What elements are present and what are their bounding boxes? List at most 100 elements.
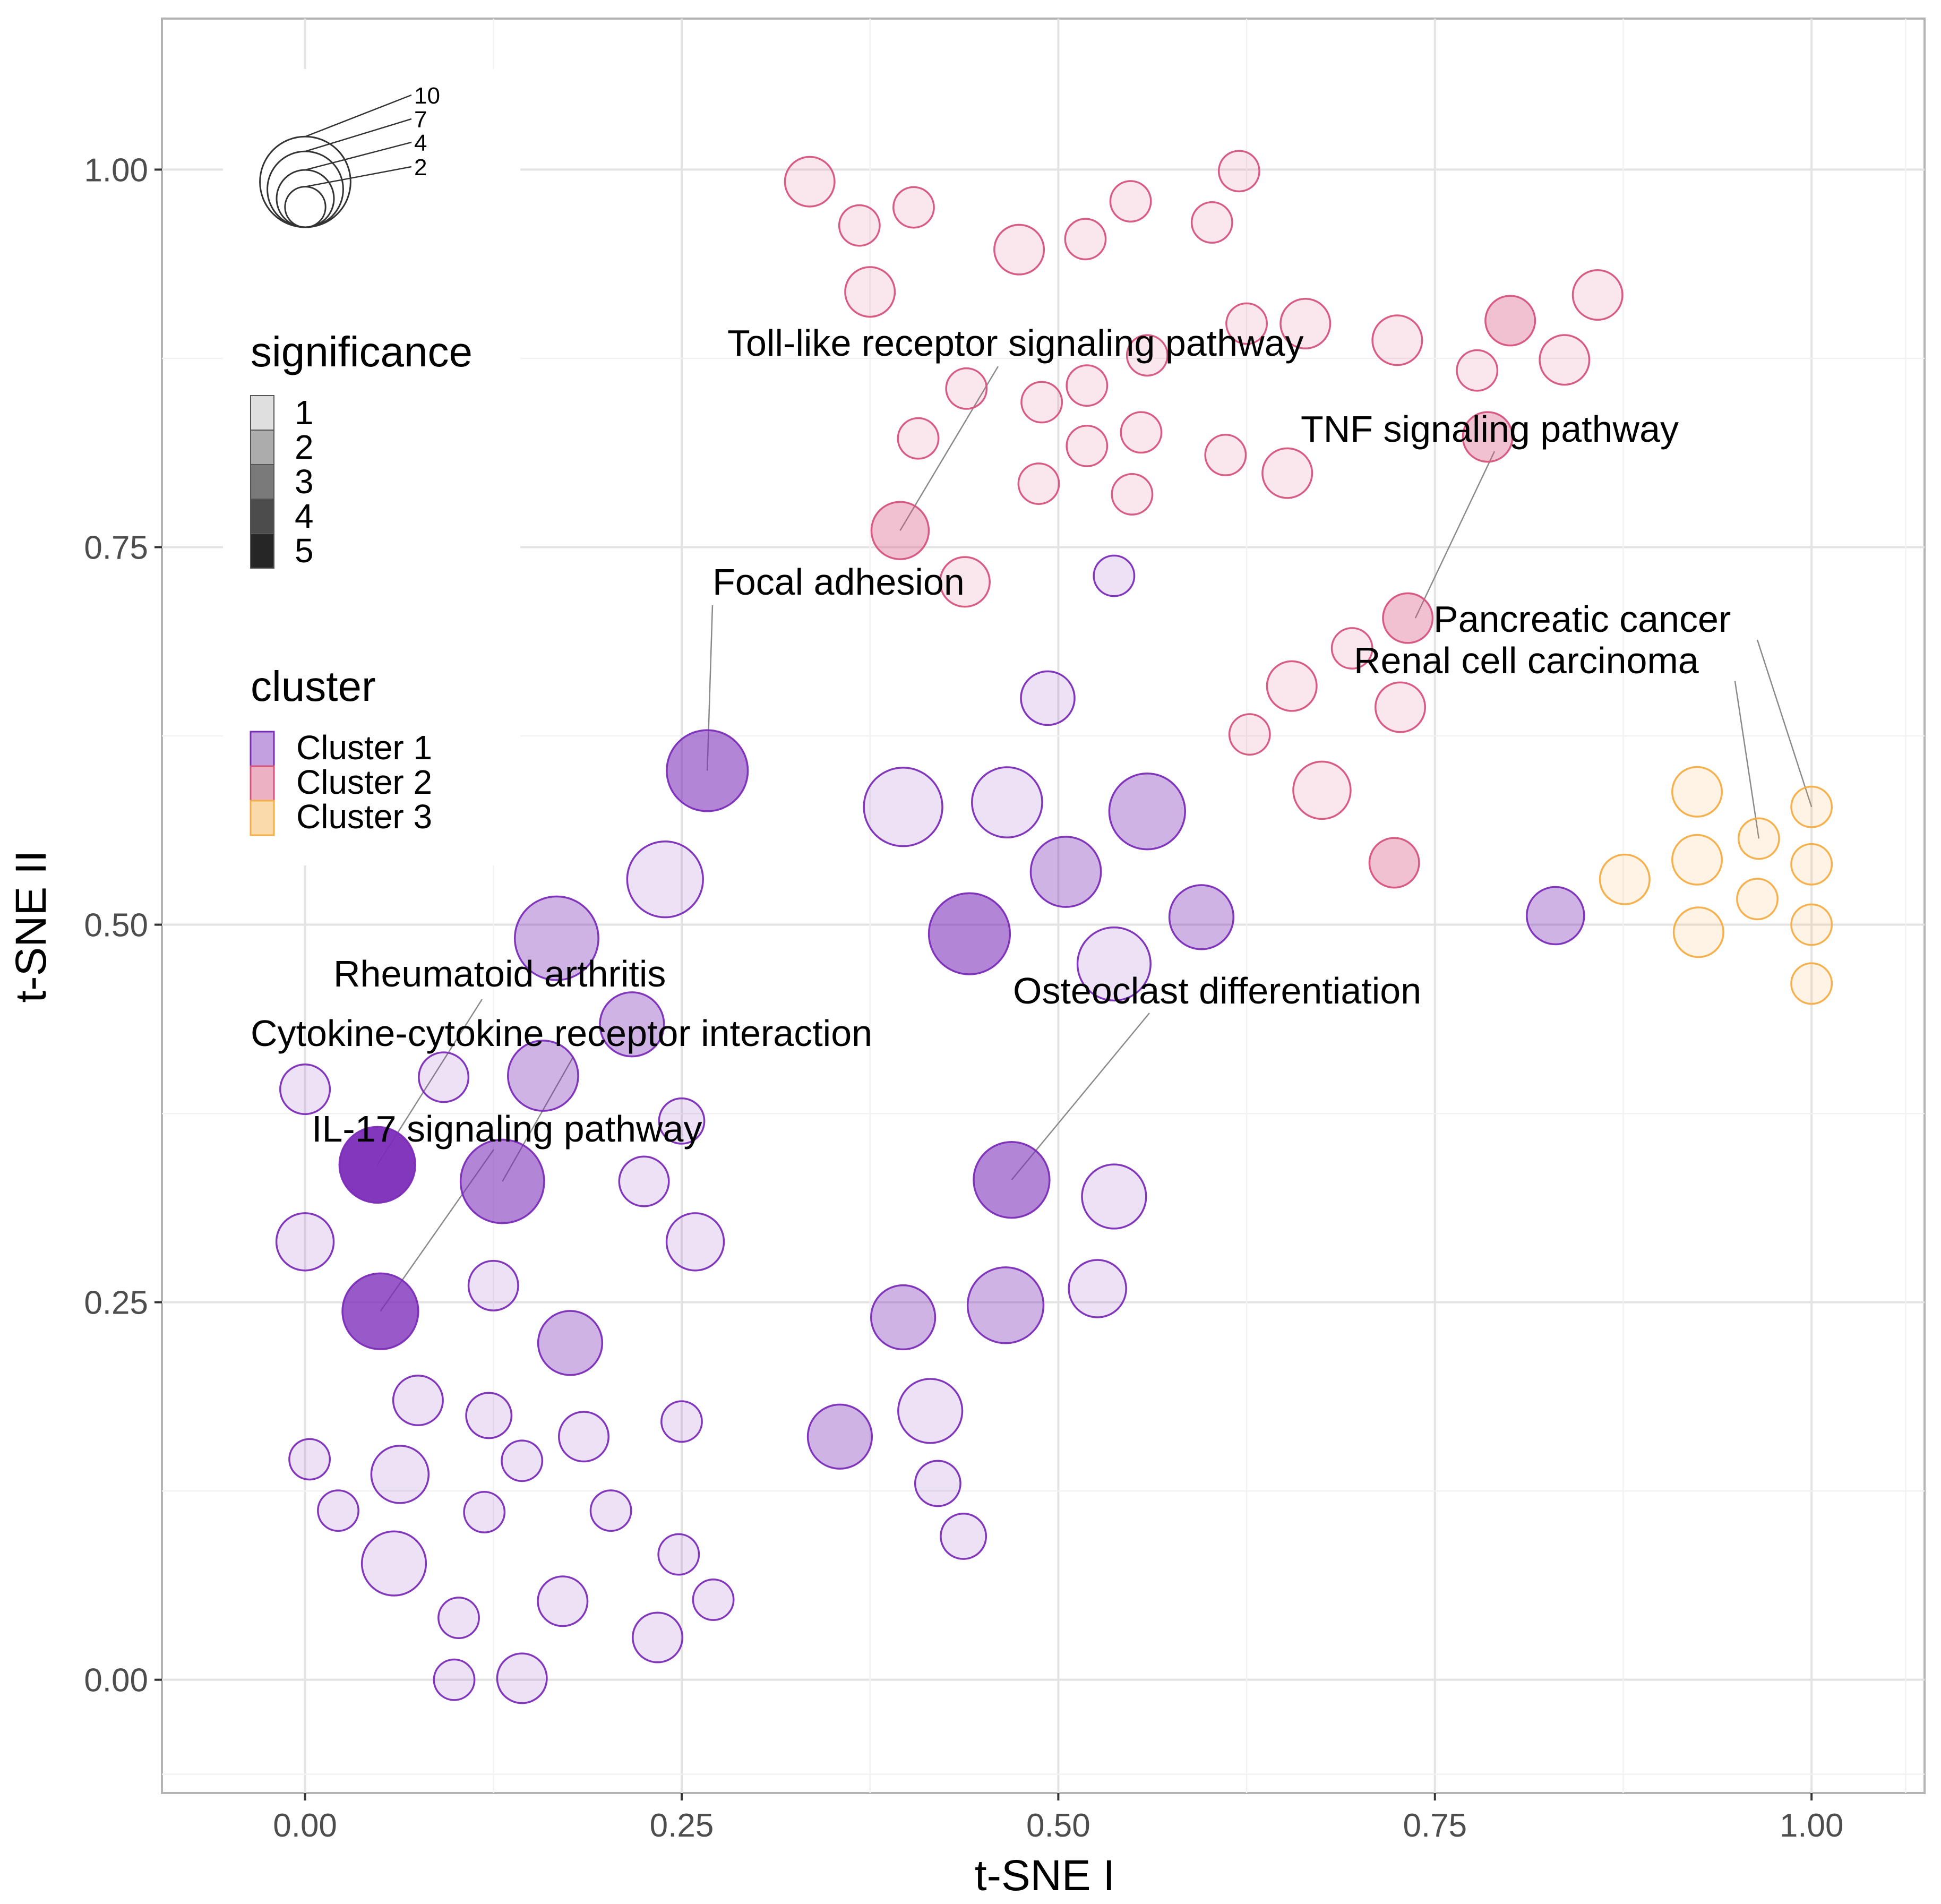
bubble xyxy=(1068,1259,1127,1318)
bubble xyxy=(1790,785,1833,828)
bubble xyxy=(1456,349,1499,392)
bubble xyxy=(897,1378,964,1444)
bubble xyxy=(940,1513,987,1560)
bubble xyxy=(1736,878,1779,921)
significance-legend-title: significance xyxy=(251,328,473,375)
y-tick-label: 1.00 xyxy=(84,152,148,188)
bubble xyxy=(914,1460,961,1507)
bubble xyxy=(1020,381,1063,424)
bubble xyxy=(1066,424,1109,467)
bubble xyxy=(1330,627,1373,670)
bubble xyxy=(433,1658,476,1701)
bubble xyxy=(279,1064,331,1116)
bubble xyxy=(1790,843,1833,886)
bubble xyxy=(599,991,665,1058)
bubble xyxy=(1109,180,1152,223)
series-cluster-2 xyxy=(784,150,1624,889)
bubbles xyxy=(275,150,1833,1704)
significance-label: 5 xyxy=(295,531,314,570)
series-cluster-1 xyxy=(275,554,1585,1704)
bubble xyxy=(513,895,599,981)
bubble xyxy=(360,1530,427,1597)
cluster-swatch xyxy=(250,765,275,802)
x-tick-label: 0.50 xyxy=(1026,1807,1090,1844)
annotation-label: IL-17 signaling pathway xyxy=(312,1108,702,1150)
bubble xyxy=(1228,713,1271,756)
annotation-label: Toll-like receptor signaling pathway xyxy=(727,322,1304,364)
bubble xyxy=(1204,434,1247,476)
bubble xyxy=(1382,592,1434,644)
bubble xyxy=(666,729,749,812)
annotation-leader-line xyxy=(899,366,999,531)
bubble xyxy=(1081,1163,1147,1230)
bubble xyxy=(897,417,940,460)
significance-label: 2 xyxy=(295,428,314,466)
x-tick-label: 0.25 xyxy=(650,1807,714,1844)
significance-swatch xyxy=(250,395,274,431)
size-legend-label: 10 xyxy=(414,83,440,109)
bubble xyxy=(660,1400,703,1443)
y-tick-label: 0.00 xyxy=(84,1662,148,1699)
bubble xyxy=(665,1212,725,1272)
bubble xyxy=(618,1155,670,1207)
bubble xyxy=(288,1438,331,1481)
bubble xyxy=(537,1310,604,1376)
annotation-leader-line xyxy=(1414,451,1496,619)
bubble xyxy=(1790,962,1833,1005)
annotation-label: Renal cell carcinoma xyxy=(1354,640,1699,681)
size-legend-leader xyxy=(305,118,412,152)
bubble xyxy=(657,1533,700,1576)
bubble xyxy=(927,892,1011,975)
significance-swatch xyxy=(250,464,274,500)
size-legend-leader xyxy=(305,141,412,171)
bubble xyxy=(507,1040,579,1112)
bubble xyxy=(338,1126,416,1204)
size-legend-leader xyxy=(305,94,412,138)
bubble xyxy=(863,767,943,847)
bubble xyxy=(465,1392,513,1439)
annotation-labels: Toll-like receptor signaling pathway TNF … xyxy=(251,322,1731,1150)
bubble xyxy=(467,1259,519,1311)
bubble xyxy=(1371,314,1423,366)
bubble xyxy=(1168,884,1235,950)
size-legend-label: 2 xyxy=(414,155,427,181)
cluster-label: Cluster 2 xyxy=(296,763,432,801)
bubble xyxy=(459,1138,545,1224)
bubble xyxy=(1017,462,1060,505)
bubble xyxy=(838,204,881,247)
annotation-label: Focal adhesion xyxy=(712,561,965,603)
series-cluster-3 xyxy=(1599,766,1833,1005)
bubble xyxy=(993,224,1045,276)
annotation-label: Pancreatic cancer xyxy=(1433,598,1731,640)
bubble xyxy=(1672,906,1724,958)
y-tick-label: 0.75 xyxy=(84,529,148,566)
size-legend-label: 7 xyxy=(414,107,427,133)
bubble xyxy=(870,1284,937,1351)
bubble xyxy=(1064,218,1107,261)
x-axis-title: t-SNE I xyxy=(975,1851,1115,1900)
bubble xyxy=(275,1212,335,1272)
bubble xyxy=(1108,773,1186,851)
bubble xyxy=(939,556,991,608)
bubble xyxy=(892,186,935,229)
bubble xyxy=(658,1097,706,1145)
bubble xyxy=(692,1579,735,1621)
annotation-leader-line xyxy=(1734,681,1760,839)
bubble xyxy=(1029,836,1102,908)
significance-label: 3 xyxy=(295,462,314,501)
bubble xyxy=(784,156,836,208)
annotation-label: Cytokine-cytokine receptor interaction xyxy=(251,1013,872,1054)
significance-label: 1 xyxy=(295,393,314,432)
x-tick-label: 0.75 xyxy=(1403,1807,1467,1844)
bubble xyxy=(1266,660,1318,712)
bubble xyxy=(1671,766,1723,818)
bubble xyxy=(1671,834,1723,886)
bubble xyxy=(501,1439,544,1482)
y-axis-title: t-SNE II xyxy=(7,850,55,1002)
significance-swatch xyxy=(250,430,274,465)
bubble xyxy=(1374,681,1427,733)
bubble xyxy=(317,1489,359,1532)
